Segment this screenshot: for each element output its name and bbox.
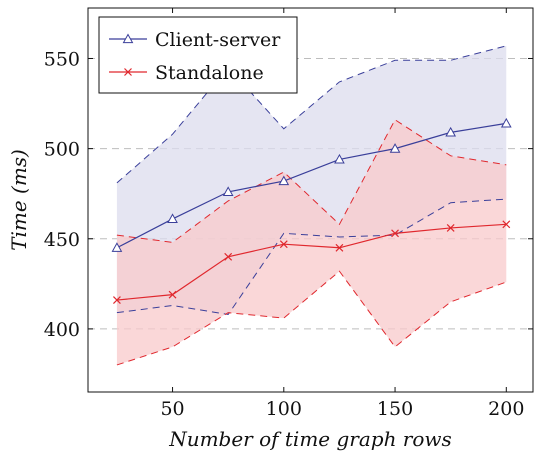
y-tick-label: 500 bbox=[44, 139, 80, 161]
x-marker-stroke bbox=[391, 229, 399, 238]
x-tick-labels: 50 100 150 200 bbox=[160, 398, 524, 420]
standalone-point bbox=[168, 290, 177, 299]
legend-label: Client-server bbox=[155, 29, 281, 51]
x-marker-stroke bbox=[224, 252, 233, 261]
y-tick-label: 400 bbox=[44, 319, 80, 341]
client-server-point bbox=[111, 242, 123, 252]
plot-frame bbox=[87, 7, 534, 393]
x-tick-label: 50 bbox=[160, 398, 184, 420]
legend: Client-server Standalone bbox=[98, 16, 298, 94]
standalone-lower-bound bbox=[116, 270, 507, 366]
x-axis-label: Number of time graph rows bbox=[168, 427, 452, 451]
client-server-upper-bound bbox=[116, 45, 507, 184]
x-marker-stroke bbox=[113, 296, 121, 304]
standalone-band bbox=[116, 119, 507, 365]
standalone-point bbox=[224, 252, 233, 261]
client-server-point bbox=[445, 126, 457, 137]
x-tick-label: 150 bbox=[377, 398, 413, 420]
y-axis-label-unit: (ms) bbox=[7, 149, 31, 194]
y-tick-label: 550 bbox=[44, 48, 80, 70]
y-tick-labels: 400 450 500 550 bbox=[44, 48, 80, 340]
confidence-bands bbox=[116, 45, 507, 365]
standalone-upper-bound bbox=[116, 119, 507, 243]
legend-entry-client-server: Client-server bbox=[109, 29, 281, 51]
legend-entries: Client-server Standalone bbox=[109, 29, 281, 84]
axis-ticks bbox=[88, 8, 533, 392]
band-boundaries bbox=[116, 45, 507, 366]
y-tick-label: 450 bbox=[44, 229, 80, 251]
client-server-lower-bound bbox=[116, 198, 507, 316]
client-server-point bbox=[167, 213, 178, 224]
x-marker-stroke bbox=[279, 240, 288, 249]
legend-marker bbox=[122, 33, 134, 44]
x-tick-label: 200 bbox=[488, 398, 524, 420]
standalone-point bbox=[502, 220, 511, 229]
legend-entry-standalone: Standalone bbox=[109, 62, 264, 84]
client-server-point bbox=[278, 175, 290, 186]
standalone-point bbox=[113, 296, 121, 304]
client-server-point bbox=[389, 143, 401, 153]
standalone-point bbox=[391, 229, 399, 238]
x-tick-label: 100 bbox=[266, 398, 302, 420]
standalone-point bbox=[446, 224, 455, 232]
client-server-point bbox=[334, 153, 345, 164]
standalone-point bbox=[279, 240, 288, 249]
series-markers bbox=[111, 117, 512, 304]
standalone-point bbox=[335, 243, 344, 252]
y-axis-label-main: Time bbox=[7, 200, 31, 251]
x-marker-stroke bbox=[168, 290, 177, 299]
x-marker-stroke bbox=[335, 243, 344, 252]
x-marker-stroke bbox=[446, 224, 455, 232]
client-server-point bbox=[500, 117, 512, 128]
y-axis-label: Time (ms) bbox=[7, 149, 31, 251]
client-server-line bbox=[116, 122, 507, 249]
client-server-point bbox=[222, 186, 234, 196]
standalone-line bbox=[116, 223, 507, 301]
legend-marker bbox=[124, 68, 132, 76]
legend-box bbox=[98, 16, 298, 94]
x-marker-stroke bbox=[502, 220, 511, 229]
series-lines bbox=[116, 122, 507, 301]
legend-label: Standalone bbox=[155, 62, 264, 84]
